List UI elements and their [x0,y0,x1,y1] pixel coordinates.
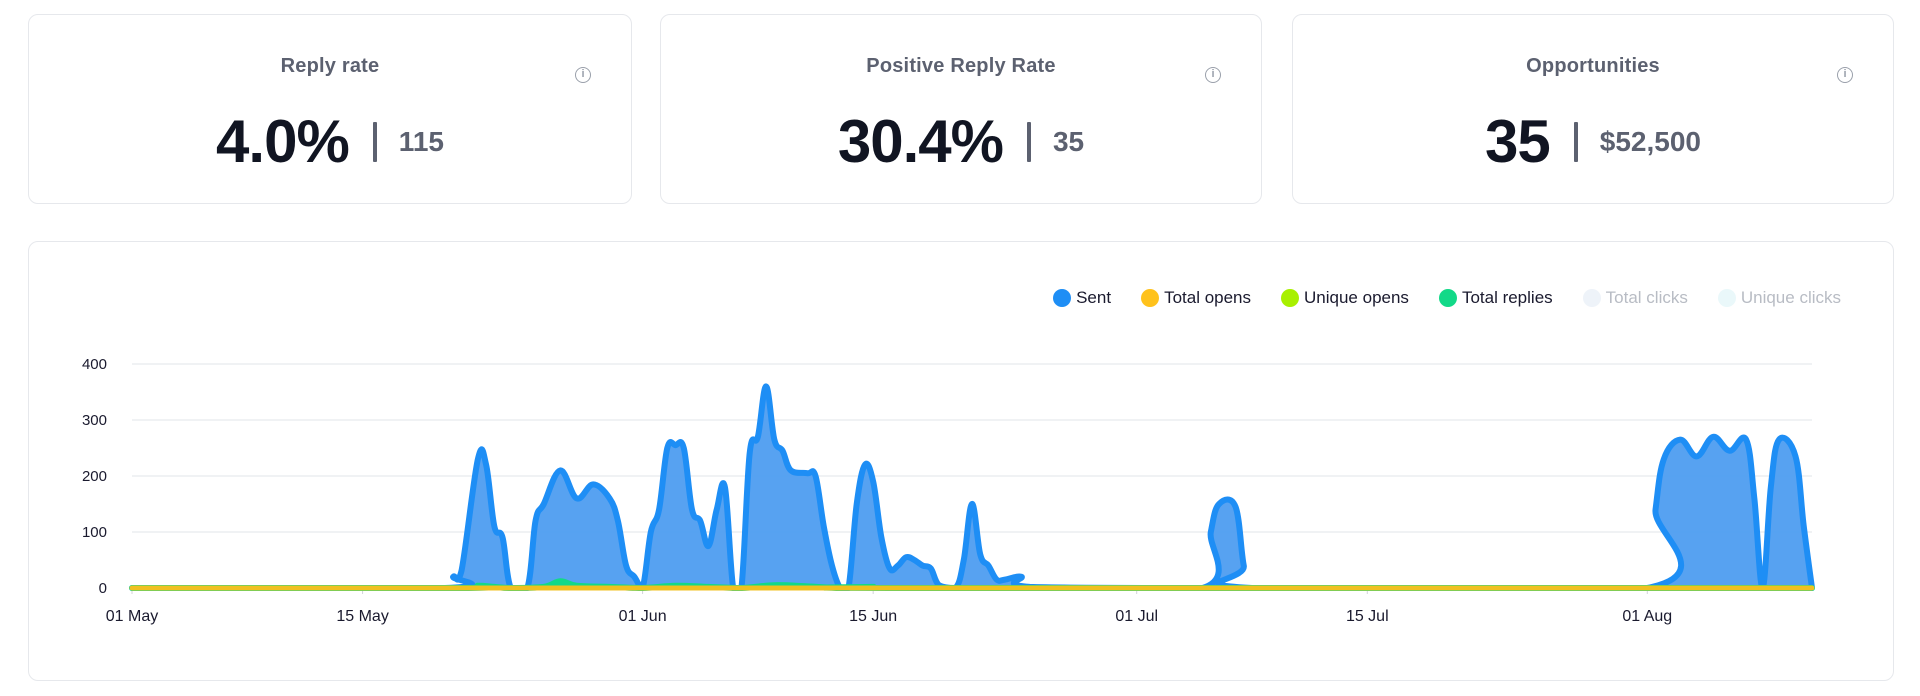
activity-chart-card: Sent Total opens Unique opens Total replies… [28,241,1894,681]
x-tick-label: 15 Jun [849,608,897,625]
x-tick-label: 01 Jul [1115,608,1158,625]
x-tick-label: 01 May [106,608,158,625]
legend-label: Total opens [1164,288,1252,307]
legend-dot-icon [1281,289,1300,307]
legend-item-unique-clicks[interactable]: Unique clicks [1717,288,1841,308]
legend-item-sent[interactable]: Sent [1053,288,1111,308]
series-area-sent [132,386,1812,588]
legend-item-unique-opens[interactable]: Unique opens [1281,288,1409,308]
card-title: Positive Reply Rate [866,55,1056,77]
metric-value: 4.0% [216,108,350,175]
card-title: Opportunities [1526,55,1660,77]
legend-label: Unique opens [1304,288,1409,307]
y-tick-label: 200 [82,468,107,485]
metric-amount: $52,500 [1599,125,1701,157]
info-icon[interactable]: i [1205,67,1221,83]
y-tick-label: 300 [82,412,107,429]
legend-dot-icon [1717,289,1736,307]
metric-row: 35 $52,500 [1293,107,1893,176]
y-tick-label: 100 [82,524,107,541]
metric-value: 35 [1485,108,1551,175]
legend-dot-icon [1582,289,1601,307]
legend-dot-icon [1141,289,1160,307]
legend-item-total-replies[interactable]: Total replies [1438,288,1553,308]
x-tick-label: 01 Jun [619,608,667,625]
legend-label: Total replies [1461,288,1553,307]
x-tick-label: 15 May [336,608,388,625]
metric-count: 35 [1052,125,1085,157]
y-tick-label: 0 [99,580,107,597]
legend-label: Total clicks [1605,288,1688,307]
activity-chart: 0 100 200 300 400 01 May 15 May 01 Jun 15 Jun 01 … [82,356,1815,625]
metric-count: 115 [398,125,444,157]
reply-rate-card: Reply rate i 4.0% 115 [28,14,632,204]
positive-reply-rate-card: Positive Reply Rate i 30.4% 35 [660,14,1262,204]
chart-legend: Sent Total opens Unique opens Total replies… [1023,288,1841,308]
metric-value: 30.4% [837,108,1004,175]
metric-divider [1573,121,1578,162]
metric-row: 30.4% 35 [661,107,1261,176]
legend-dot-icon [1053,289,1072,307]
opportunities-card: Opportunities i 35 $52,500 [1292,14,1894,204]
legend-item-total-opens[interactable]: Total opens [1141,288,1251,308]
legend-label: Sent [1076,288,1112,307]
metric-divider [1026,121,1031,162]
x-tick-label: 15 Jul [1346,608,1389,625]
x-tick-label: 01 Aug [1622,608,1672,625]
info-icon[interactable]: i [1837,67,1853,83]
metric-row: 4.0% 115 [29,107,631,176]
y-tick-label: 400 [82,356,107,373]
legend-dot-icon [1438,289,1457,307]
legend-label: Unique clicks [1740,288,1841,307]
card-title: Reply rate [280,55,380,77]
info-icon[interactable]: i [575,67,591,83]
metric-divider [372,121,377,162]
legend-item-total-clicks[interactable]: Total clicks [1582,288,1688,308]
